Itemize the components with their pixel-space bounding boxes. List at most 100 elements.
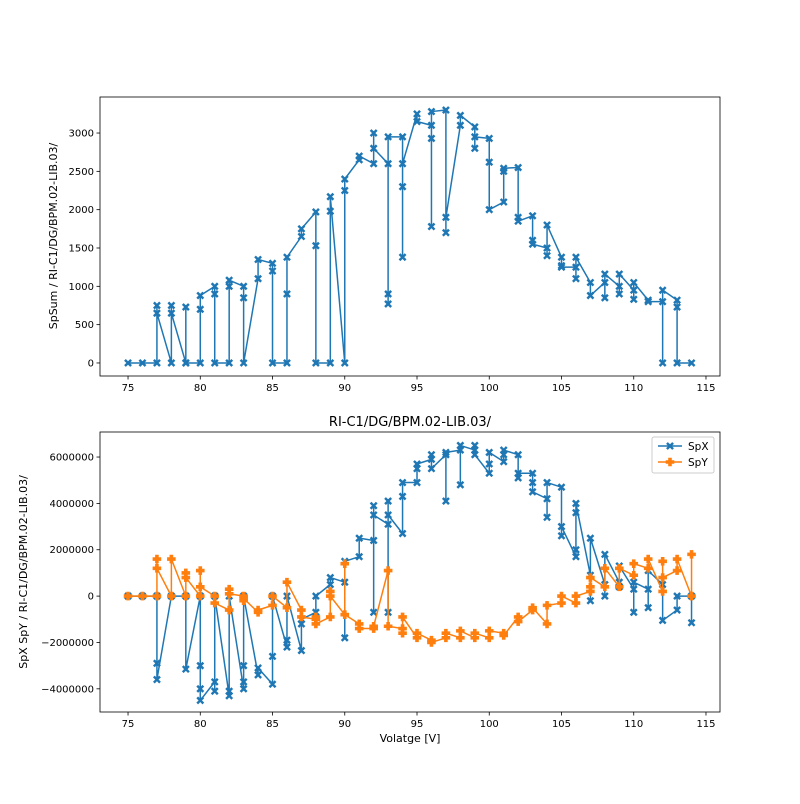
data-point-spx — [543, 494, 551, 503]
data-point-spy — [513, 617, 523, 626]
data-point-spy — [152, 554, 162, 564]
data-point-spsum — [398, 182, 407, 191]
data-point-spx — [398, 529, 407, 538]
data-point-spy — [311, 619, 321, 629]
data-point-spsum — [167, 301, 176, 310]
data-point-spsum — [470, 132, 479, 141]
data-point-spsum — [629, 286, 638, 295]
y-tick-label: 1000 — [69, 282, 94, 293]
data-point-spy — [600, 582, 610, 592]
data-point-spsum — [572, 274, 580, 283]
data-point-spx — [470, 441, 479, 450]
data-point-spy — [398, 628, 407, 638]
data-point-spx — [326, 580, 335, 589]
data-point-spy — [586, 573, 595, 582]
legend-marker-spx — [666, 442, 674, 450]
data-point-spx — [499, 446, 508, 455]
y-tick-label: −2000000 — [41, 638, 94, 649]
data-point-spy — [658, 557, 667, 566]
data-point-spx — [427, 464, 436, 473]
data-point-spsum — [210, 290, 219, 298]
data-point-spy — [326, 612, 335, 622]
data-point-spx — [384, 497, 393, 505]
legend-label-spy: SpY — [688, 457, 708, 469]
data-point-spy — [253, 605, 263, 615]
data-point-spsum — [557, 263, 566, 272]
data-point-spx — [398, 478, 407, 487]
bottom-ylabel: SpX SpY / RI-C1/DG/BPM.02-LIB.03/ — [17, 475, 30, 669]
data-point-spsum — [340, 359, 349, 367]
data-point-spx — [543, 478, 551, 487]
data-point-spx — [355, 534, 364, 543]
data-point-spsum — [254, 274, 262, 283]
data-point-spsum — [499, 164, 508, 173]
data-point-spsum — [687, 359, 696, 367]
legend-marker-spy — [665, 457, 675, 467]
data-point-spsum — [514, 163, 523, 172]
x-tick-label: 85 — [266, 719, 279, 730]
data-point-spx — [514, 469, 523, 478]
data-point-spsum — [153, 301, 161, 310]
data-point-spy — [181, 573, 191, 582]
data-point-spsum — [239, 282, 248, 291]
data-point-spsum — [254, 255, 262, 264]
x-tick-label: 105 — [552, 719, 571, 730]
x-tick-label: 75 — [122, 383, 135, 394]
x-tick-label: 90 — [338, 719, 351, 730]
data-point-spsum — [543, 244, 551, 252]
legend: SpX SpY — [651, 436, 715, 474]
data-point-spx — [673, 592, 682, 601]
data-point-spsum — [629, 278, 638, 287]
data-point-spsum — [326, 192, 335, 201]
x-tick-label: 95 — [411, 719, 424, 730]
data-point-spy — [643, 554, 653, 564]
data-point-spsum — [196, 305, 205, 314]
data-point-spy — [195, 591, 205, 601]
data-point-spx — [557, 483, 566, 492]
data-point-spy — [268, 591, 277, 601]
data-point-spy — [571, 598, 581, 608]
data-point-spx — [572, 552, 580, 561]
data-point-spsum — [268, 259, 277, 268]
data-point-spy — [643, 563, 653, 573]
data-point-spx — [644, 585, 653, 594]
data-point-spsum — [210, 359, 219, 367]
data-point-spx — [470, 450, 479, 459]
data-point-spy — [571, 591, 581, 601]
data-point-spx — [311, 592, 320, 601]
data-point-spx — [196, 684, 205, 693]
data-point-spy — [167, 591, 176, 601]
data-point-spx — [600, 592, 609, 601]
data-point-spsum — [124, 359, 132, 367]
data-point-spsum — [384, 132, 393, 141]
data-point-spx — [499, 457, 508, 466]
y-tick-label: 500 — [75, 320, 94, 331]
data-point-spsum — [441, 213, 450, 222]
data-point-spx — [586, 534, 595, 543]
data-point-spy — [456, 626, 465, 636]
data-point-spsum — [629, 295, 638, 304]
data-point-spsum — [384, 290, 393, 298]
data-point-spx — [239, 684, 248, 693]
data-point-spsum — [398, 159, 407, 168]
data-point-spx — [572, 545, 580, 554]
data-point-spy — [456, 633, 465, 643]
data-point-spx — [268, 652, 277, 661]
y-tick-label: −4000000 — [41, 684, 94, 695]
data-point-spx — [239, 677, 248, 686]
data-point-spy — [354, 624, 364, 633]
data-point-spx — [413, 478, 421, 487]
data-point-spsum — [268, 267, 277, 275]
data-point-spsum — [644, 297, 653, 306]
data-point-spsum — [181, 303, 190, 311]
data-point-spy — [412, 628, 422, 638]
data-point-spsum — [427, 134, 436, 143]
y-tick-label: 2000 — [69, 205, 94, 216]
x-tick-label: 115 — [696, 719, 715, 730]
data-point-spy — [369, 621, 378, 631]
data-point-spsum — [384, 300, 393, 308]
data-point-spx — [369, 511, 378, 519]
data-point-spsum — [268, 359, 277, 367]
data-point-spx — [384, 511, 393, 519]
